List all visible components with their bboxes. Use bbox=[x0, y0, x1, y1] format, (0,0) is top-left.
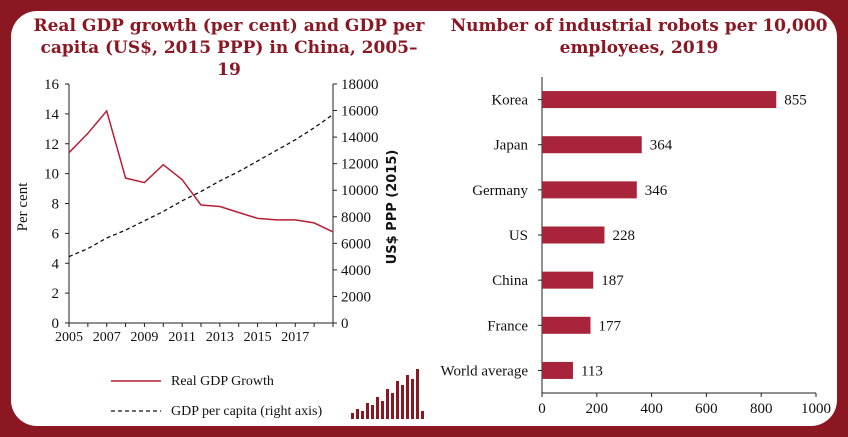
right-tick-label: 6000 bbox=[341, 236, 371, 252]
right-tick-label: 10000 bbox=[341, 183, 379, 199]
bar-x-tick-label: 1000 bbox=[801, 401, 831, 417]
line-chart-title: Real GDP growth (per cent) and GDP per c… bbox=[33, 16, 425, 80]
logo-bar bbox=[361, 411, 364, 419]
category-label: China bbox=[492, 273, 528, 289]
bar bbox=[542, 316, 591, 334]
data-label: 364 bbox=[650, 138, 673, 154]
logo-bar bbox=[401, 385, 404, 419]
right-tick-label: 16000 bbox=[341, 104, 379, 120]
logo-bar bbox=[421, 411, 424, 419]
logo-bar bbox=[371, 405, 374, 419]
left-tick-label: 4 bbox=[52, 256, 60, 272]
category-label: World average bbox=[441, 363, 529, 379]
right-tick-label: 8000 bbox=[341, 210, 371, 226]
left-tick-label: 0 bbox=[52, 316, 60, 332]
data-label: 187 bbox=[601, 273, 624, 289]
x-tick-label: 2005 bbox=[55, 330, 83, 345]
right-tick-label: 18000 bbox=[341, 77, 379, 93]
category-label: France bbox=[487, 318, 528, 334]
logo-bar bbox=[381, 401, 384, 419]
x-tick-label: 2013 bbox=[206, 330, 234, 345]
logo-bar bbox=[396, 381, 399, 419]
category-label: Germany bbox=[472, 183, 528, 199]
bar-x-tick-label: 800 bbox=[750, 401, 773, 417]
logo-bar bbox=[386, 389, 389, 419]
left-tick-label: 16 bbox=[44, 77, 60, 93]
right-tick-label: 2000 bbox=[341, 289, 371, 305]
bar-x-tick-label: 600 bbox=[695, 401, 718, 417]
right-tick-label: 12000 bbox=[341, 157, 379, 173]
logo-bar bbox=[406, 375, 409, 419]
category-label: US bbox=[509, 228, 528, 244]
data-label: 177 bbox=[598, 318, 621, 334]
bar bbox=[542, 271, 594, 289]
logo-bar bbox=[366, 403, 369, 419]
data-label: 346 bbox=[645, 183, 668, 199]
chart-card: Real GDP growth (per cent) and GDP per c… bbox=[11, 11, 837, 426]
bar-x-tick-label: 400 bbox=[640, 401, 663, 417]
logo-bar bbox=[356, 409, 359, 419]
left-tick-label: 8 bbox=[52, 197, 60, 213]
data-label: 113 bbox=[581, 363, 603, 379]
x-tick-label: 2015 bbox=[244, 330, 272, 345]
x-tick-label: 2007 bbox=[93, 330, 121, 345]
bar bbox=[542, 181, 637, 199]
logo-bar bbox=[391, 393, 394, 419]
bar-x-tick-label: 0 bbox=[538, 401, 546, 417]
right-axis-label: US$ PPP (2015) bbox=[385, 150, 400, 265]
bar-x-tick-label: 200 bbox=[586, 401, 609, 417]
right-tick-label: 0 bbox=[341, 316, 349, 332]
series-line-gdp-per-capita bbox=[68, 113, 334, 258]
category-label: Korea bbox=[491, 93, 528, 109]
right-tick-label: 4000 bbox=[341, 263, 371, 279]
logo-bar bbox=[351, 413, 354, 419]
left-tick-label: 6 bbox=[52, 226, 60, 242]
data-label: 855 bbox=[784, 93, 807, 109]
legend-label-growth: Real GDP Growth bbox=[171, 374, 274, 389]
left-axis-label: Per cent bbox=[15, 182, 31, 232]
series-line-gdp-growth bbox=[68, 109, 334, 233]
logo-bar bbox=[416, 369, 419, 419]
bar bbox=[542, 91, 777, 109]
left-tick-label: 10 bbox=[44, 167, 59, 183]
bar-chart-icon bbox=[351, 369, 424, 419]
legend-label-gdp: GDP per capita (right axis) bbox=[171, 404, 322, 419]
logo-bar bbox=[376, 397, 379, 419]
legend: Real GDP Growth GDP per capita (right ax… bbox=[111, 374, 322, 419]
right-tick-label: 14000 bbox=[341, 130, 379, 146]
x-tick-label: 2017 bbox=[281, 330, 309, 345]
x-tick-label: 2011 bbox=[168, 330, 195, 345]
bar bbox=[542, 136, 642, 154]
bar bbox=[542, 361, 573, 379]
bar bbox=[542, 226, 605, 244]
data-label: 228 bbox=[612, 228, 635, 244]
line-chart: 0 2 4 6 8 10 12 14 16 0 2000 4000 6000 8000 10000 1200… bbox=[15, 77, 400, 419]
logo-bar bbox=[411, 379, 414, 419]
category-label: Japan bbox=[494, 138, 529, 154]
left-tick-label: 14 bbox=[44, 107, 60, 123]
x-tick-label: 2009 bbox=[130, 330, 158, 345]
left-tick-label: 12 bbox=[44, 137, 59, 153]
left-tick-label: 2 bbox=[52, 286, 60, 302]
bar-chart-title: Number of industrial robots per 10,000 e… bbox=[450, 16, 828, 58]
